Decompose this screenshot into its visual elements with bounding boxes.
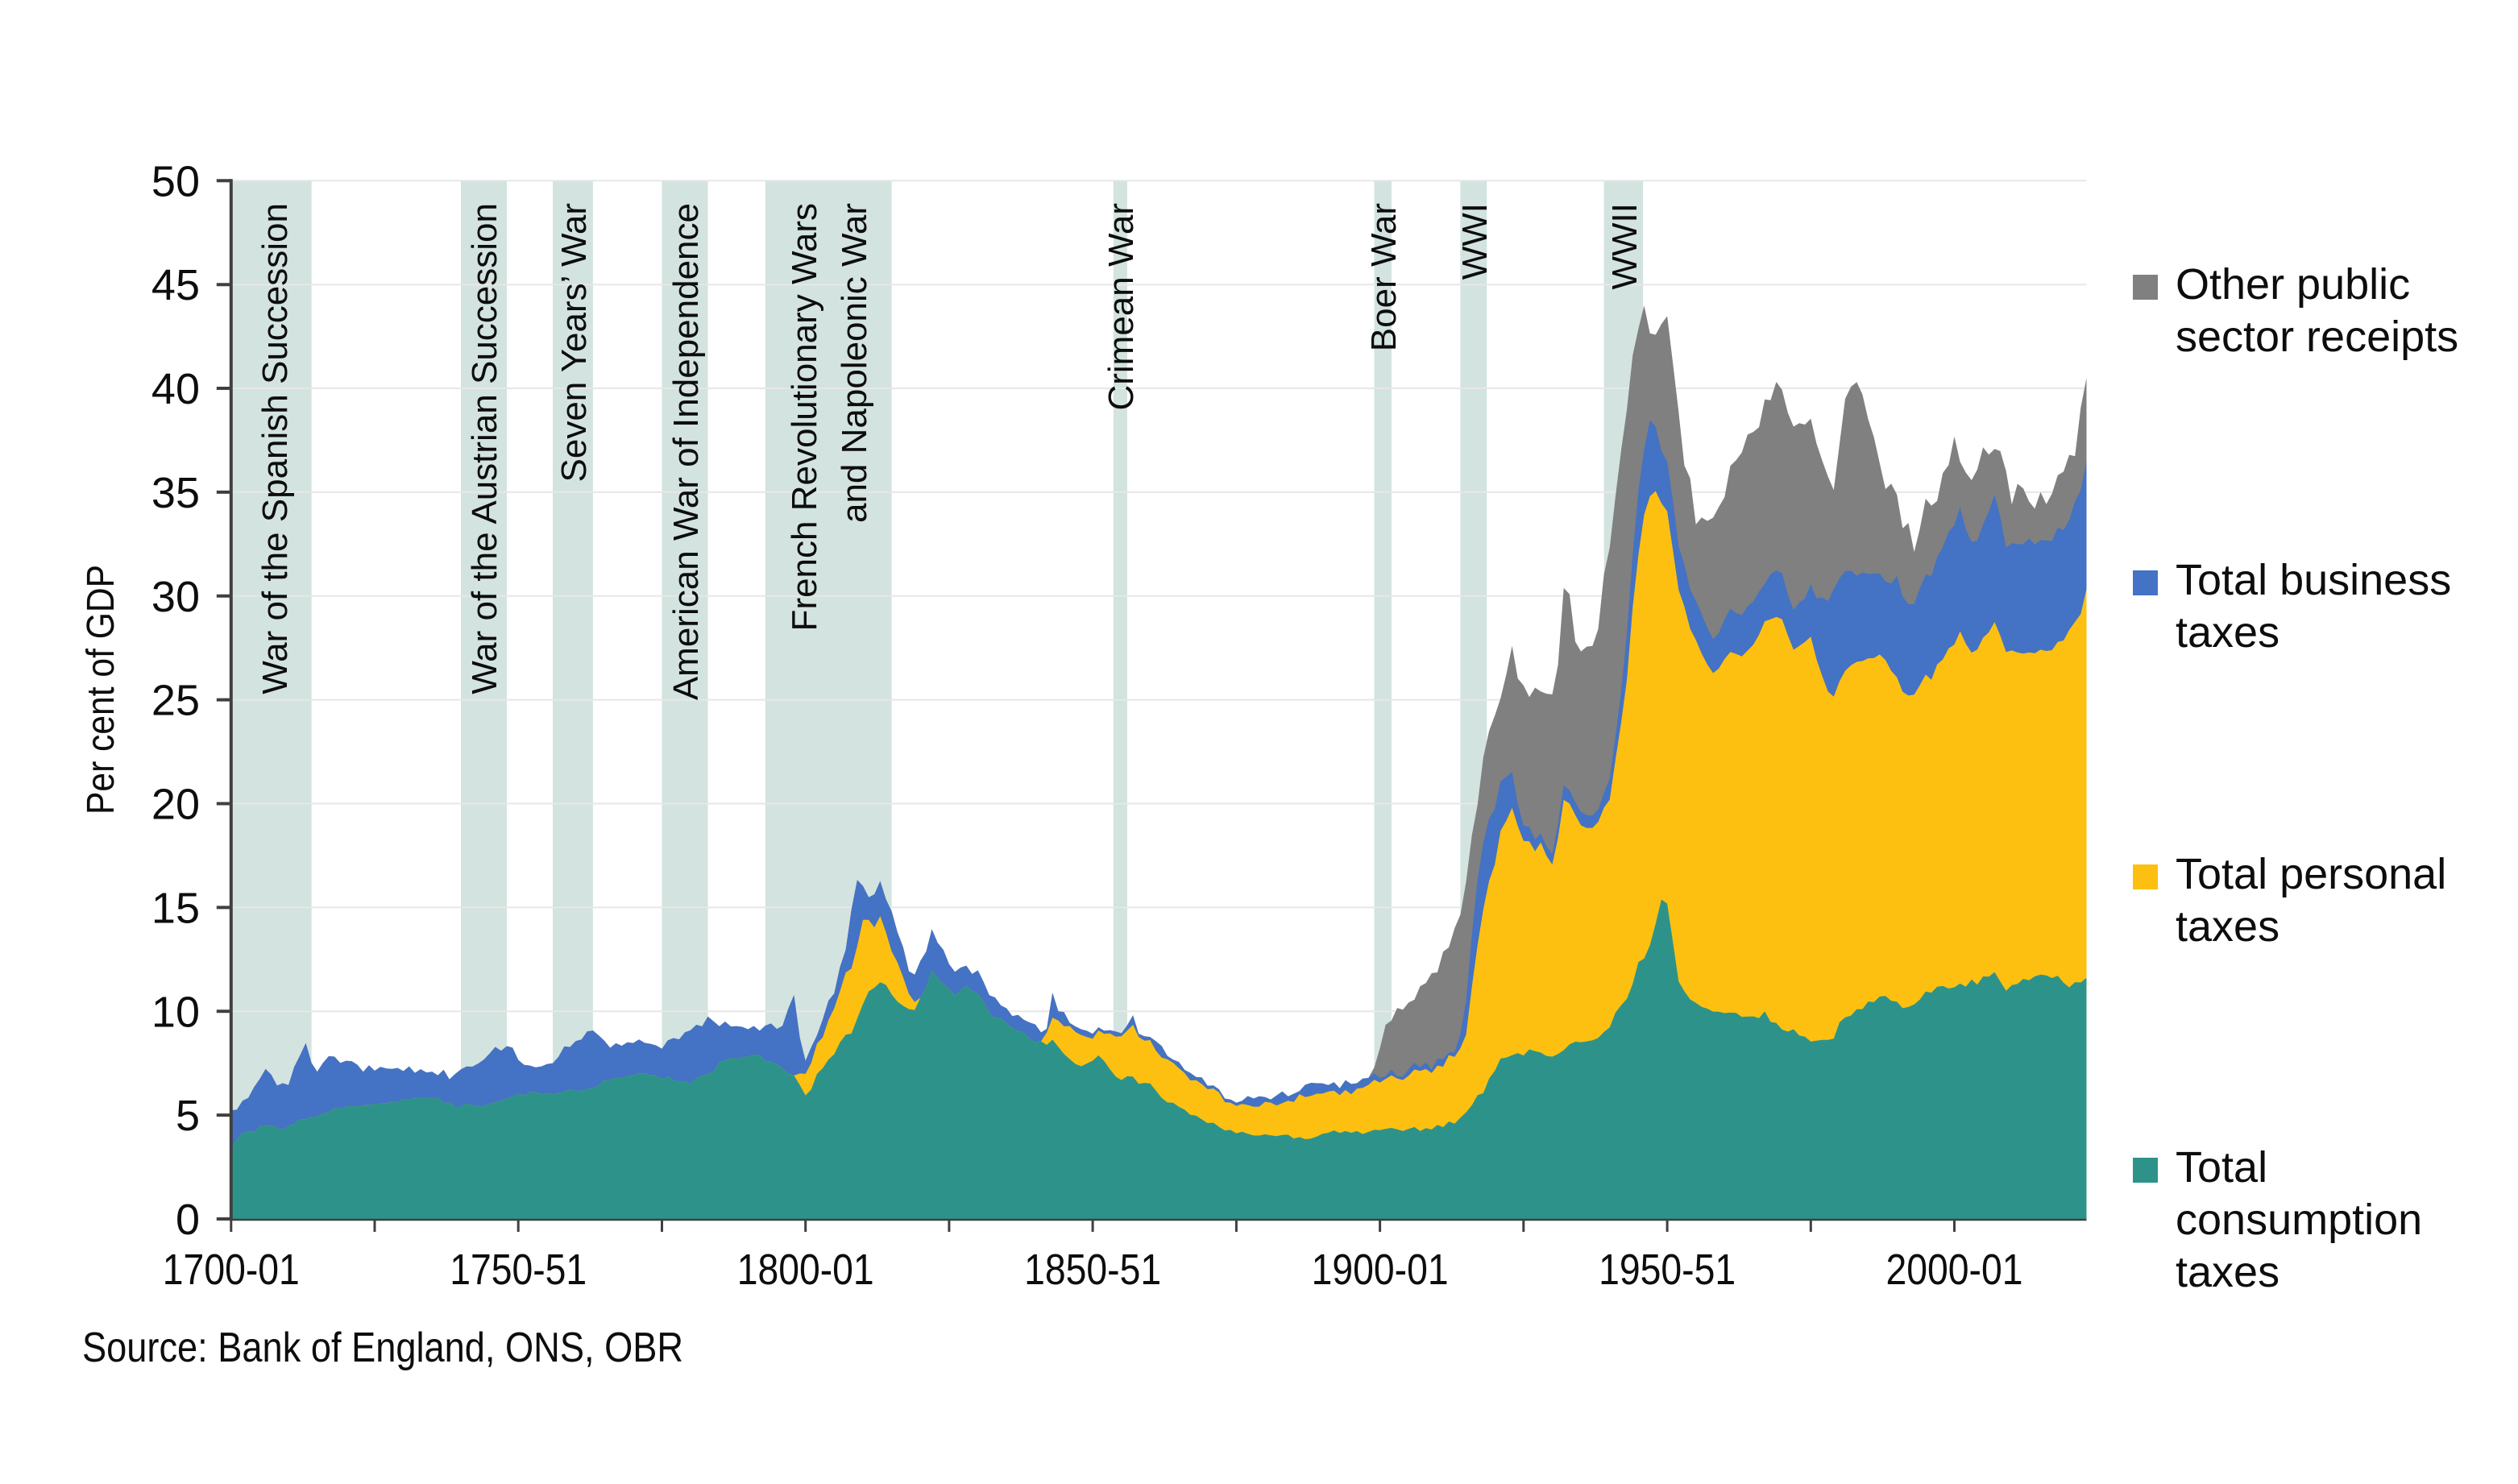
svg-text:30: 30 <box>151 573 200 621</box>
svg-text:and Napoleonic War: and Napoleonic War <box>835 203 874 523</box>
svg-text:25: 25 <box>151 677 200 725</box>
svg-text:WWI: WWI <box>1455 203 1495 280</box>
svg-text:taxes: taxes <box>2176 1248 2279 1296</box>
svg-text:35: 35 <box>151 469 200 517</box>
svg-text:taxes: taxes <box>2176 608 2279 657</box>
svg-text:taxes: taxes <box>2176 902 2279 951</box>
svg-text:2000-01: 2000-01 <box>1886 1246 2023 1294</box>
svg-text:Crimean War: Crimean War <box>1101 203 1141 411</box>
svg-text:WWII: WWII <box>1605 203 1645 290</box>
svg-text:Total personal: Total personal <box>2176 850 2446 898</box>
svg-text:1700-01: 1700-01 <box>163 1246 300 1294</box>
svg-text:1800-01: 1800-01 <box>737 1246 874 1294</box>
svg-text:1950-51: 1950-51 <box>1599 1246 1736 1294</box>
svg-text:Seven Years’ War: Seven Years’ War <box>554 203 594 482</box>
svg-text:15: 15 <box>151 884 200 932</box>
svg-text:1750-51: 1750-51 <box>450 1246 587 1294</box>
svg-text:40: 40 <box>151 365 200 413</box>
svg-text:Total business: Total business <box>2176 556 2451 604</box>
svg-text:Boer War: Boer War <box>1364 203 1404 351</box>
svg-text:10: 10 <box>151 988 200 1036</box>
svg-text:20: 20 <box>151 781 200 829</box>
svg-text:1900-01: 1900-01 <box>1312 1246 1449 1294</box>
svg-text:5: 5 <box>176 1092 200 1140</box>
svg-text:American War of Independence: American War of Independence <box>666 203 706 700</box>
svg-text:War of the Spanish Succession: War of the Spanish Succession <box>255 203 295 694</box>
svg-text:consumption: consumption <box>2176 1196 2422 1244</box>
svg-text:Other public: Other public <box>2176 260 2410 309</box>
svg-text:Source: Bank of England, ONS,: Source: Bank of England, ONS, OBR <box>82 1324 683 1371</box>
svg-text:50: 50 <box>151 157 200 205</box>
svg-text:Per cent of GDP: Per cent of GDP <box>80 565 122 815</box>
svg-text:War of the Austrian Succession: War of the Austrian Succession <box>465 203 504 694</box>
svg-text:French Revolutionary Wars: French Revolutionary Wars <box>785 203 824 631</box>
svg-text:45: 45 <box>151 261 200 309</box>
svg-text:Total: Total <box>2176 1143 2267 1192</box>
svg-text:1850-51: 1850-51 <box>1024 1246 1161 1294</box>
svg-text:0: 0 <box>176 1196 200 1244</box>
svg-text:sector receipts: sector receipts <box>2176 313 2458 361</box>
